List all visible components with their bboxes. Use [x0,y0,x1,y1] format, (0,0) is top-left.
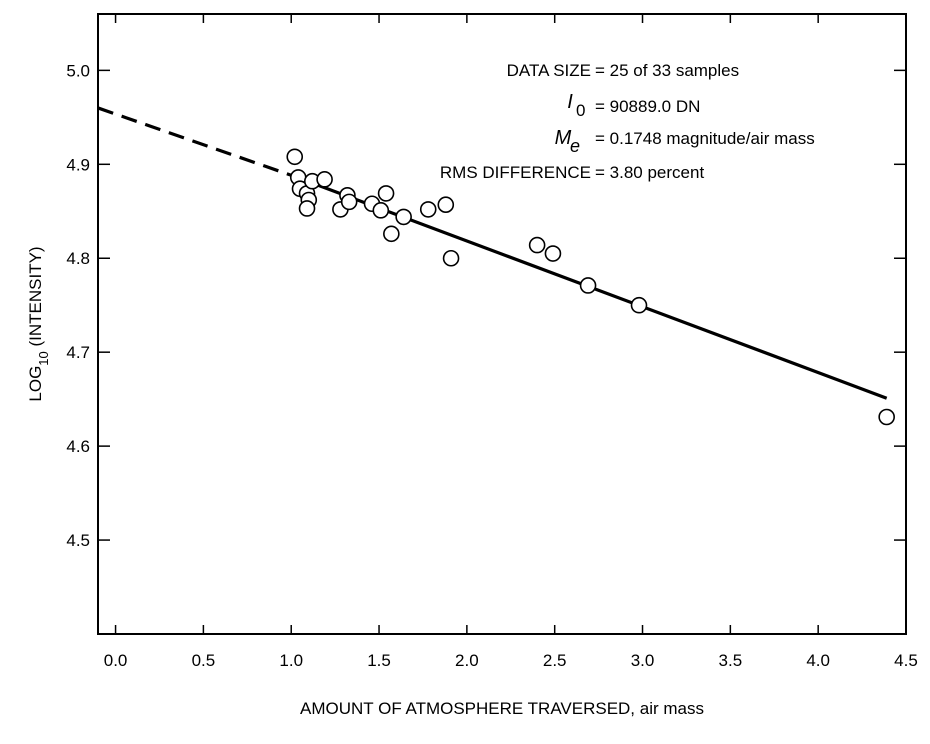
x-tick-label: 0.5 [192,651,216,670]
y-tick-label: 4.6 [66,437,90,456]
data-point [630,296,648,314]
data-point [437,196,455,213]
x-tick-label: 1.5 [367,651,391,670]
annotation-block: DATA SIZE = 25 of 33 samples I 0 = 90889… [440,61,815,182]
y-ticks: 4.5 4.6 4.7 4.8 4.9 5.0 [66,61,906,550]
data-point [316,171,333,188]
fit-line-extrapolated [97,106,296,179]
y-axis-title-subscript: 10 [36,351,51,365]
x-ticks: 0.0 0.5 1.0 1.5 2.0 2.5 3.0 3.5 4.0 4.5 [104,14,918,670]
data-point [579,277,597,294]
annotation-me-value: = 0.1748 magnitude/air mass [595,129,815,148]
x-tick-label: 3.0 [631,651,655,670]
data-point [340,193,358,211]
data-point [377,185,395,202]
x-tick-label: 4.5 [894,651,918,670]
y-axis-title-prefix: LOG [26,366,45,402]
annotation-me-symbol: M [555,127,572,149]
y-axis-title: LOG10 (INTENSITY) [26,246,51,401]
x-tick-label: 2.5 [543,651,567,670]
data-point [528,236,546,254]
annotation-i0-symbol: I [567,91,573,113]
x-tick-label: 4.0 [806,651,830,670]
y-axis-title-suffix: (INTENSITY) [26,246,45,351]
x-tick-label: 2.0 [455,651,479,670]
data-points [286,148,895,426]
annotation-i0-subscript: 0 [576,101,585,120]
x-tick-label: 0.0 [104,651,128,670]
x-tick-label: 3.5 [719,651,743,670]
annotation-rms-value: = 3.80 percent [595,163,704,182]
data-point [442,249,460,267]
plot-frame [97,13,907,635]
annotation-rms-label: RMS DIFFERENCE [440,163,591,182]
y-tick-label: 5.0 [66,61,90,80]
data-point [372,202,390,219]
y-tick-label: 4.7 [66,343,90,362]
y-tick-label: 4.9 [66,155,90,174]
data-point [395,208,412,226]
x-tick-label: 1.0 [279,651,303,670]
y-tick-label: 4.8 [66,249,90,268]
x-axis-title: AMOUNT OF ATMOSPHERE TRAVERSED, air mass [300,699,704,718]
data-point [383,225,400,243]
data-point [298,200,316,217]
annotation-data-size-label: DATA SIZE [507,61,591,80]
fit-line [97,106,888,400]
annotation-data-size-value: = 25 of 33 samples [595,61,739,80]
data-point [286,148,304,166]
annotation-me-subscript: e [570,136,580,156]
annotation-i0-value: = 90889.0 DN [595,97,700,116]
data-point [419,201,437,218]
y-tick-label: 4.5 [66,531,90,550]
data-point [878,408,895,426]
data-point [544,245,562,262]
